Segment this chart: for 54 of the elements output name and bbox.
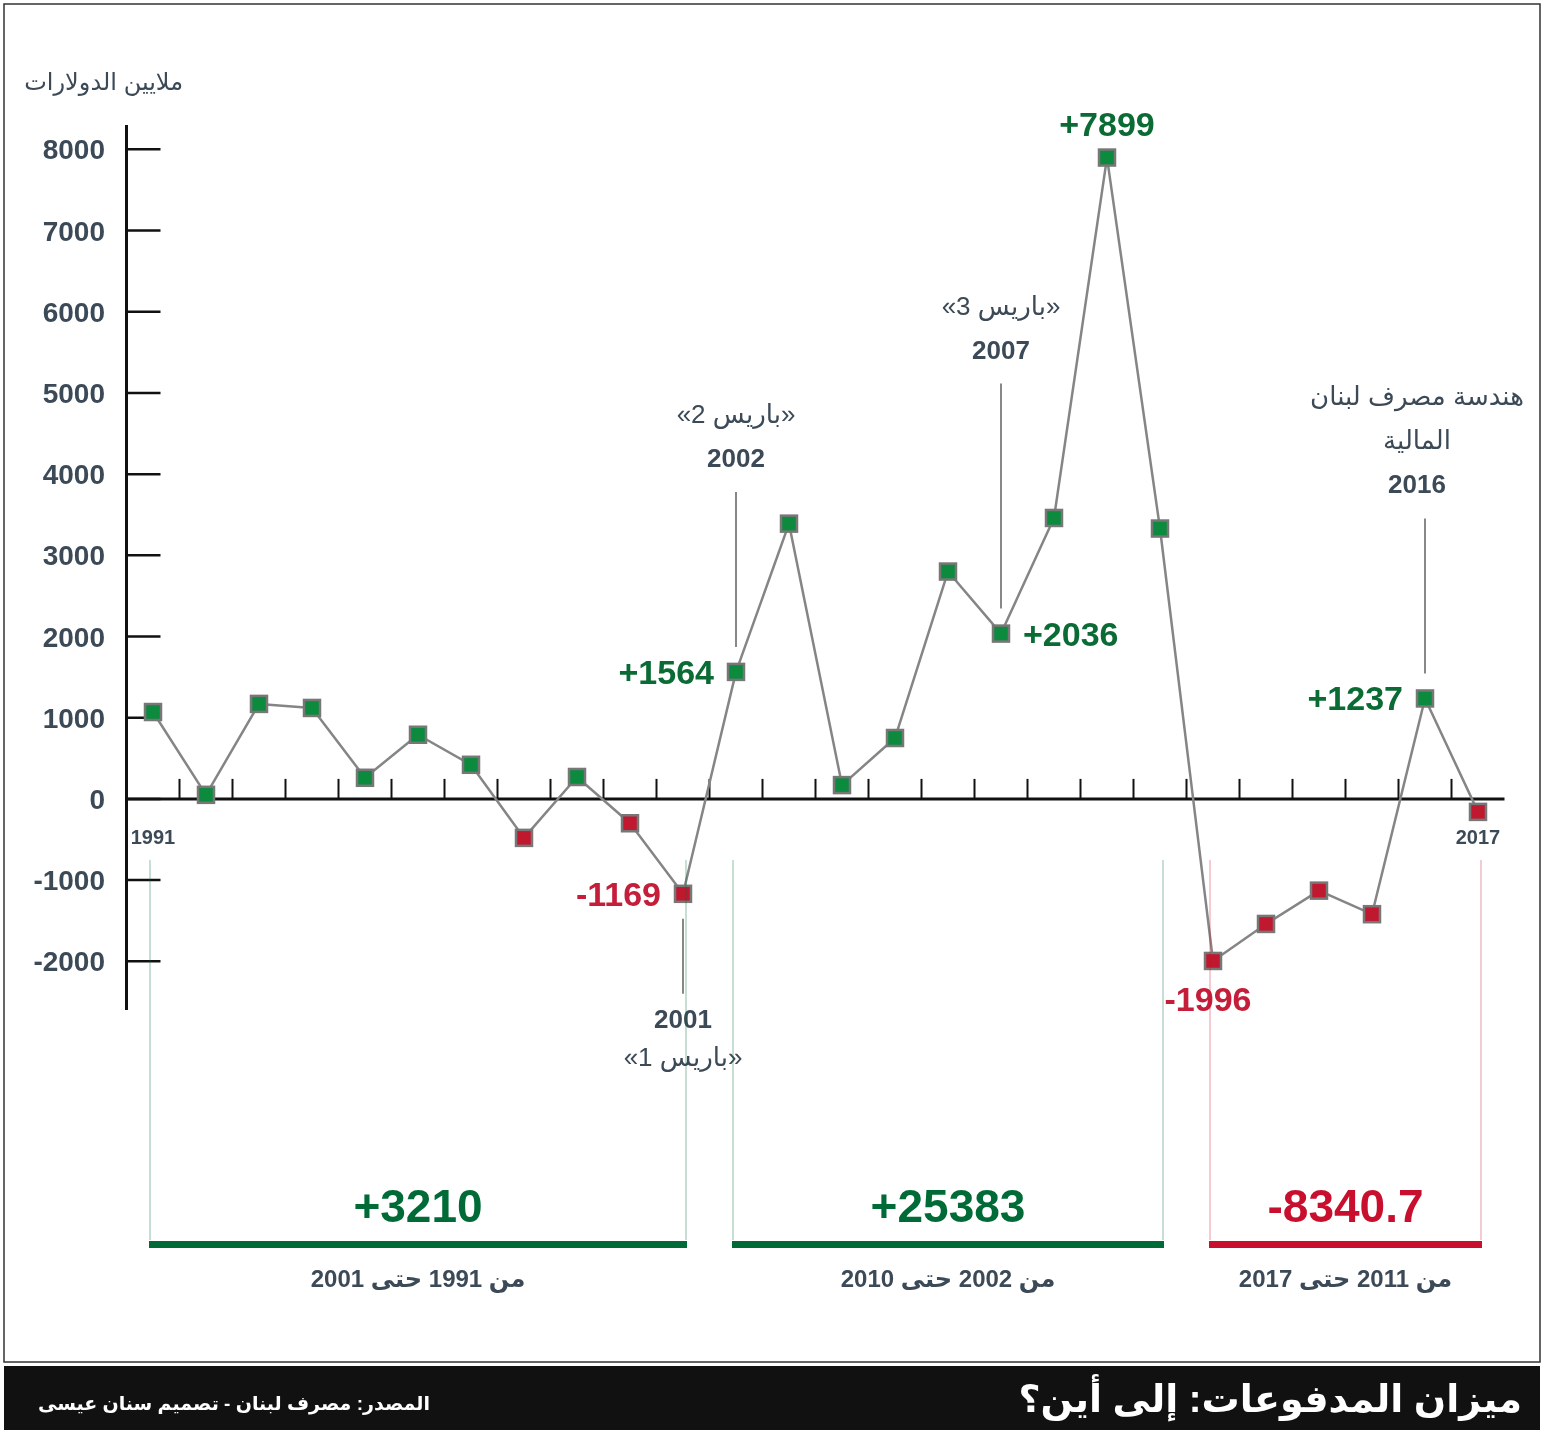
data-label: +1564 [618, 652, 715, 691]
y-tick-label: -2000 [33, 946, 105, 978]
x-tick-label: 2017 [1455, 825, 1501, 848]
y-axis-title: ملايين الدولارات [24, 68, 183, 96]
point [1044, 508, 1064, 528]
text: من 1991 حتى 2001 [310, 1265, 526, 1293]
text: ميزان المدفوعات: إلى أين؟ [1018, 1374, 1522, 1422]
y-tick-label: 3000 [42, 540, 105, 572]
point [620, 814, 640, 833]
y-tick-label: 0 [89, 783, 105, 815]
text: من 2011 حتى 2017 [1238, 1265, 1453, 1293]
point [726, 662, 746, 682]
point [249, 694, 269, 714]
point [461, 755, 481, 775]
data-label: +7899 [1059, 104, 1155, 143]
point [1362, 904, 1382, 924]
point [938, 562, 958, 581]
text: المصدر: مصرف لبنان - تصميم سنان عيسى [37, 1393, 430, 1415]
point [302, 698, 322, 718]
point [143, 702, 163, 722]
y-tick-label: 2000 [42, 621, 105, 653]
point [1256, 914, 1276, 934]
y-tick-label: 4000 [42, 459, 105, 491]
data-label: -1996 [1164, 979, 1252, 1018]
point [885, 728, 905, 748]
data-label: +2036 [1023, 614, 1119, 653]
data-label: +1237 [1307, 679, 1403, 718]
text: +25383 [870, 1180, 1026, 1232]
y-tick-label: 8000 [42, 134, 105, 166]
point [673, 884, 693, 904]
point [196, 785, 216, 805]
point [832, 775, 852, 795]
y-tick-label: 6000 [42, 296, 105, 328]
point [567, 767, 587, 787]
text: -8340.7 [1267, 1180, 1424, 1232]
y-tick-label: -1000 [33, 865, 105, 897]
point [514, 828, 534, 848]
data-label: -1169 [575, 874, 661, 913]
point [1203, 951, 1223, 971]
point [1309, 881, 1329, 900]
y-tick-label: 5000 [42, 377, 105, 409]
text: من 2002 حتى 2010 [840, 1265, 1056, 1293]
point [991, 624, 1011, 643]
point [1415, 689, 1435, 708]
point [1150, 519, 1170, 538]
x-tick-label: 1991 [130, 825, 176, 848]
point [1468, 802, 1488, 822]
point [779, 514, 799, 533]
point [1097, 148, 1117, 167]
y-tick-label: 1000 [42, 702, 105, 734]
point [408, 725, 428, 745]
y-tick-label: 7000 [42, 215, 105, 247]
text: +3210 [353, 1180, 483, 1232]
point [355, 768, 375, 788]
